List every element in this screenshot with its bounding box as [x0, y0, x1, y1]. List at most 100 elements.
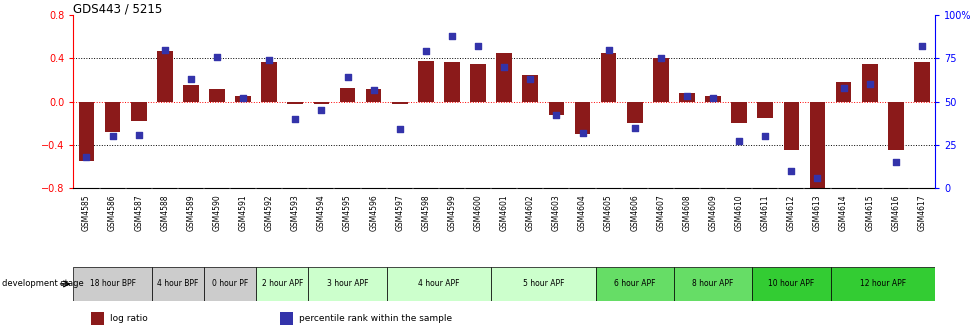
Text: GSM4588: GSM4588 — [160, 195, 169, 231]
Text: GSM4606: GSM4606 — [630, 195, 639, 231]
Text: GSM4607: GSM4607 — [655, 195, 665, 231]
Bar — [391, 102, 407, 104]
Point — [679, 94, 694, 99]
Bar — [652, 58, 668, 102]
Bar — [418, 60, 433, 102]
Text: GSM4605: GSM4605 — [603, 195, 612, 231]
Bar — [600, 53, 616, 102]
Text: GSM4587: GSM4587 — [134, 195, 143, 231]
Text: GSM4604: GSM4604 — [577, 195, 587, 231]
Text: GSM4592: GSM4592 — [264, 195, 274, 231]
Text: percentile rank within the sample: percentile rank within the sample — [299, 314, 452, 323]
Text: GSM4612: GSM4612 — [786, 195, 795, 231]
Point — [522, 77, 538, 82]
Bar — [280, 312, 292, 325]
Bar — [522, 75, 538, 102]
Point — [366, 87, 381, 92]
Text: GSM4601: GSM4601 — [499, 195, 509, 231]
Bar — [209, 89, 225, 102]
Point — [496, 65, 511, 70]
Text: GSM4589: GSM4589 — [186, 195, 196, 231]
Text: GSM4602: GSM4602 — [525, 195, 534, 231]
Text: GSM4609: GSM4609 — [708, 195, 717, 231]
Text: GSM4614: GSM4614 — [838, 195, 847, 231]
Point — [339, 75, 355, 80]
Bar — [131, 102, 147, 121]
Text: GSM4611: GSM4611 — [760, 195, 769, 231]
Point — [131, 132, 147, 137]
Bar — [704, 96, 720, 102]
Point — [391, 127, 407, 132]
Point — [235, 95, 250, 101]
Bar — [679, 93, 694, 102]
Point — [913, 44, 929, 49]
Point — [861, 82, 876, 87]
Text: GSM4595: GSM4595 — [342, 195, 352, 231]
Point — [183, 77, 199, 82]
Text: 4 hour APF: 4 hour APF — [418, 280, 460, 288]
Bar — [829, 267, 934, 301]
Bar — [595, 267, 673, 301]
Text: 0 hour PF: 0 hour PF — [211, 280, 248, 288]
Bar — [73, 267, 152, 301]
Bar — [386, 267, 491, 301]
Bar — [78, 102, 94, 161]
Bar — [574, 102, 590, 134]
Point — [209, 54, 225, 59]
Point — [418, 49, 433, 54]
Text: 8 hour APF: 8 hour APF — [691, 280, 733, 288]
Text: GSM4617: GSM4617 — [916, 195, 925, 231]
Point — [704, 95, 720, 101]
Point — [626, 125, 642, 130]
Point — [105, 134, 120, 139]
Text: GSM4616: GSM4616 — [890, 195, 900, 231]
Text: development stage: development stage — [2, 280, 84, 288]
Point — [652, 56, 668, 61]
Bar — [308, 267, 386, 301]
Bar — [339, 88, 355, 102]
Text: 6 hour APF: 6 hour APF — [613, 280, 655, 288]
Text: GSM4615: GSM4615 — [865, 195, 873, 231]
Bar — [496, 53, 511, 102]
Text: GSM4613: GSM4613 — [812, 195, 822, 231]
Point — [78, 154, 94, 160]
Point — [835, 85, 851, 90]
Point — [809, 175, 824, 180]
Text: GSM4603: GSM4603 — [552, 195, 560, 231]
Bar — [261, 61, 277, 102]
Text: 3 hour APF: 3 hour APF — [327, 280, 368, 288]
Bar — [731, 102, 746, 123]
Bar — [444, 61, 460, 102]
Text: 5 hour APF: 5 hour APF — [522, 280, 563, 288]
Bar — [782, 102, 798, 150]
Bar — [156, 51, 172, 102]
Text: 18 hour BPF: 18 hour BPF — [90, 280, 135, 288]
Text: GSM4600: GSM4600 — [473, 195, 482, 231]
Text: GSM4593: GSM4593 — [290, 195, 299, 231]
Bar — [91, 312, 104, 325]
Bar — [469, 64, 485, 102]
Bar — [203, 267, 256, 301]
Text: GSM4608: GSM4608 — [682, 195, 690, 231]
Bar — [751, 267, 829, 301]
Point — [313, 108, 329, 113]
Bar — [313, 102, 329, 104]
Bar — [913, 61, 929, 102]
Text: GSM4586: GSM4586 — [108, 195, 117, 231]
Bar — [861, 64, 876, 102]
Point — [548, 113, 563, 118]
Text: 12 hour APF: 12 hour APF — [859, 280, 905, 288]
Text: GSM4594: GSM4594 — [317, 195, 326, 231]
Point — [731, 139, 746, 144]
Point — [288, 116, 303, 122]
Text: GSM4591: GSM4591 — [239, 195, 247, 231]
Text: 4 hour BPF: 4 hour BPF — [157, 280, 199, 288]
Point — [782, 168, 798, 174]
Point — [600, 47, 616, 52]
Bar — [673, 267, 751, 301]
Bar — [835, 82, 851, 102]
Point — [156, 47, 172, 52]
Bar — [288, 102, 303, 104]
Text: 2 hour APF: 2 hour APF — [261, 280, 302, 288]
Point — [444, 33, 460, 39]
